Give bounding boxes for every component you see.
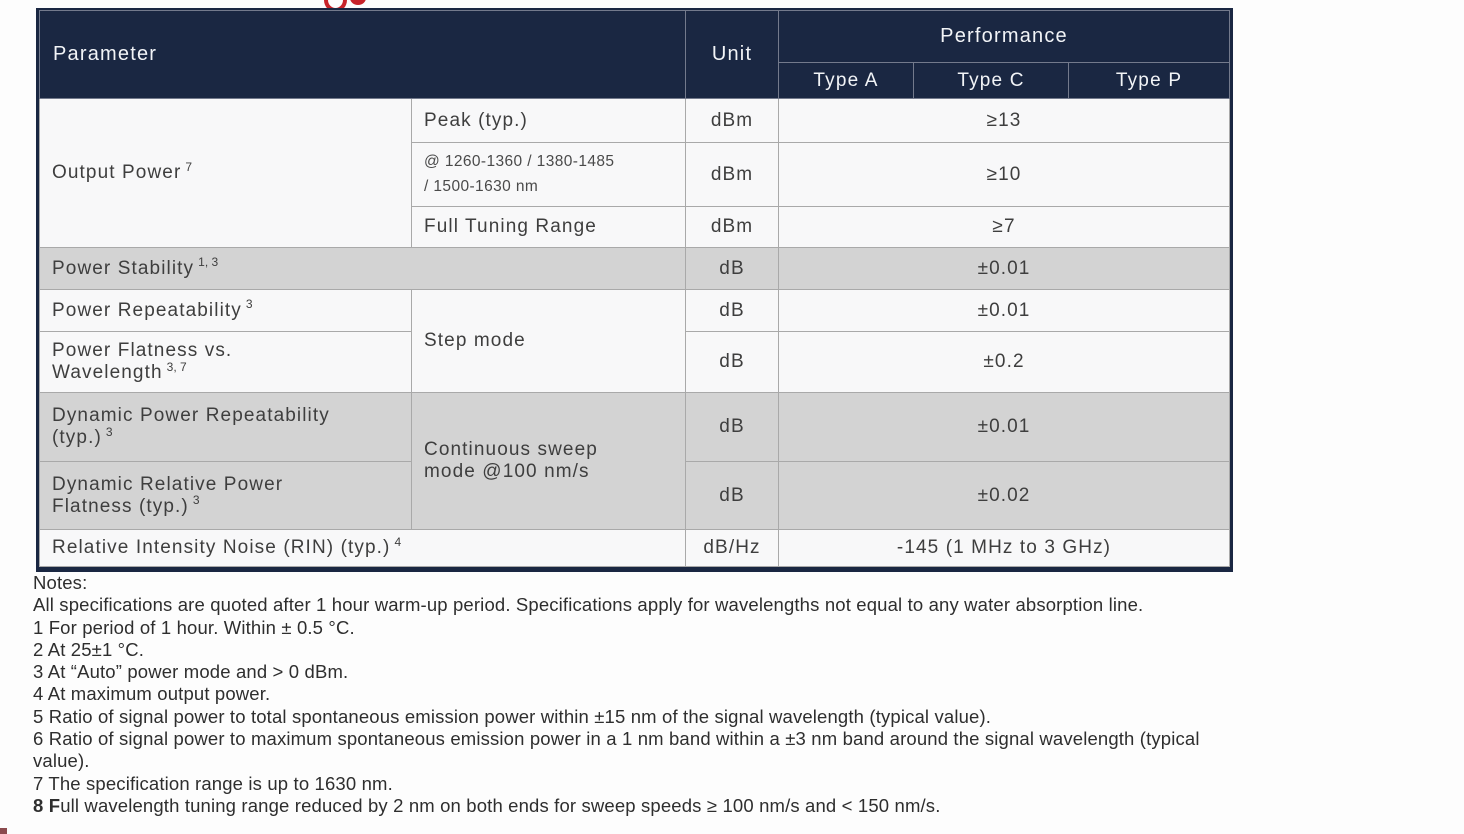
power-flatness-line1: Power Flatness vs. bbox=[52, 340, 233, 361]
dyn-flatness-line2: Flatness (typ.) bbox=[52, 495, 189, 517]
cell-output-power: Output Power 7 bbox=[39, 98, 412, 248]
note-7: 7 The specification range is up to 1630 … bbox=[33, 772, 393, 794]
note-5: 5 Ratio of signal power to total spontan… bbox=[33, 705, 992, 727]
note-8-text: ull wavelength tuning range reduced by 2… bbox=[60, 794, 941, 816]
cell-full-tuning-value: ≥7 bbox=[778, 206, 1231, 248]
rin-footnote-ref: 4 bbox=[394, 534, 402, 549]
power-repeatability-footnote-ref: 3 bbox=[245, 297, 253, 312]
note-1: 1 For period of 1 hour. Within ± 0.5 °C. bbox=[33, 616, 355, 638]
notes-section: Notes: All specifications are quoted aft… bbox=[33, 572, 1463, 817]
cell-peak-typ: Peak (typ.) bbox=[410, 98, 687, 143]
notes-heading: Notes: bbox=[33, 572, 88, 593]
cell-dyn-flatness-unit: dB bbox=[685, 461, 780, 530]
header-row-2: Type A Type C Type P bbox=[40, 62, 1231, 99]
dyn-repeat-footnote-ref: 3 bbox=[105, 424, 113, 439]
cell-peak-value: ≥13 bbox=[778, 98, 1231, 143]
continuous-sweep-line1: Continuous sweep bbox=[424, 439, 598, 460]
cell-peak-unit: dBm bbox=[685, 98, 780, 143]
cell-wavelength-bands: @ 1260-1360 / 1380-1485 / 1500-1630 nm bbox=[410, 142, 687, 207]
header-row-1: Parameter Unit Performance bbox=[38, 10, 1231, 99]
header-type-p: Type P bbox=[1068, 62, 1231, 99]
cell-bands-unit: dBm bbox=[685, 142, 780, 207]
cropped-red-logo-fragment bbox=[322, 0, 374, 8]
power-flatness-line2-wrap: Wavelength 3, 7 bbox=[52, 359, 403, 384]
row-power-repeatability: Power Repeatability 3 Step mode dB ±0.01 bbox=[39, 289, 1231, 393]
cell-power-repeatability-unit: dB bbox=[685, 289, 780, 332]
red-blob-glyph-fragment bbox=[350, 0, 366, 5]
power-flatness-footnote-ref: 3, 7 bbox=[166, 359, 187, 374]
cell-rin: Relative Intensity Noise (RIN) (typ.) 4 bbox=[38, 529, 687, 567]
cell-power-flatness: Power Flatness vs. Wavelength 3, 7 bbox=[39, 331, 412, 393]
cell-power-stability-value: ±0.01 bbox=[778, 247, 1231, 290]
header-type-c: Type C bbox=[913, 62, 1070, 99]
cell-dyn-flatness-value: ±0.02 bbox=[778, 461, 1231, 530]
row-power-flatness: Power Flatness vs. Wavelength 3, 7 dB ±0.2 bbox=[39, 331, 1231, 393]
note-8: 8 Full wavelength tuning range reduced b… bbox=[33, 795, 1463, 817]
output-power-footnote-ref: 7 bbox=[185, 159, 193, 174]
dyn-flatness-footnote-ref: 3 bbox=[192, 493, 200, 508]
row-power-stability: Power Stability 1, 3 dB ±0.01 bbox=[38, 247, 1231, 290]
note-6-continued: value). bbox=[33, 750, 90, 772]
dyn-repeat-line2-wrap: (typ.) 3 bbox=[52, 424, 403, 449]
power-stability-footnote-ref: 1, 3 bbox=[198, 255, 219, 270]
cell-power-stability-unit: dB bbox=[685, 247, 780, 290]
spec-table: Parameter Unit Performance Type A Type C… bbox=[38, 10, 1231, 567]
note-general: All specifications are quoted after 1 ho… bbox=[33, 594, 1144, 616]
red-arc-glyph-fragment bbox=[324, 0, 347, 8]
header-parameter: Parameter bbox=[38, 10, 687, 99]
row-rin: Relative Intensity Noise (RIN) (typ.) 4 d… bbox=[38, 529, 1231, 567]
rin-label: Relative Intensity Noise (RIN) (typ.) bbox=[52, 537, 391, 558]
bands-line1: @ 1260-1360 / 1380-1485 bbox=[424, 153, 615, 171]
note-2: 2 At 25±1 °C. bbox=[33, 638, 145, 660]
dyn-flatness-line1: Dynamic Relative Power bbox=[52, 473, 284, 495]
cell-dyn-repeat-unit: dB bbox=[685, 392, 780, 462]
cell-continuous-sweep: Continuous sweep mode @100 nm/s bbox=[410, 392, 687, 530]
cell-rin-value: -145 (1 MHz to 3 GHz) bbox=[778, 529, 1231, 567]
cell-power-repeatability-value: ±0.01 bbox=[778, 289, 1231, 332]
table-header: Parameter Unit Performance Type A Type C… bbox=[38, 10, 1231, 99]
row-dynamic-power-repeatability: Dynamic Power Repeatability (typ.) 3 Conti… bbox=[39, 392, 1231, 530]
row-output-power-bands: @ 1260-1360 / 1380-1485 / 1500-1630 nm dB… bbox=[40, 142, 1231, 207]
table-body: Output Power 7 Peak (typ.) dBm ≥13 @ 1260… bbox=[38, 98, 1231, 567]
note-8-bold-prefix: 8 F bbox=[33, 794, 61, 816]
header-unit: Unit bbox=[685, 10, 780, 99]
cell-power-repeatability: Power Repeatability 3 bbox=[39, 289, 412, 332]
cell-power-flatness-unit: dB bbox=[685, 331, 780, 393]
power-stability-label: Power Stability bbox=[52, 257, 195, 279]
row-output-power-peak: Output Power 7 Peak (typ.) dBm ≥13 bbox=[39, 98, 1231, 248]
bands-line2: / 1500-1630 nm bbox=[424, 177, 539, 195]
output-power-label: Output Power bbox=[52, 162, 182, 183]
cell-full-tuning-unit: dBm bbox=[685, 206, 780, 248]
power-flatness-line2: Wavelength bbox=[52, 362, 163, 383]
cell-full-tuning: Full Tuning Range bbox=[410, 206, 687, 248]
cell-power-stability: Power Stability 1, 3 bbox=[38, 247, 687, 290]
note-6: 6 Ratio of signal power to maximum spont… bbox=[33, 728, 1200, 750]
cell-dynamic-relative-power-flatness: Dynamic Relative Power Flatness (typ.) 3 bbox=[39, 461, 412, 530]
header-type-a: Type A bbox=[778, 62, 915, 99]
cell-dynamic-power-repeatability: Dynamic Power Repeatability (typ.) 3 bbox=[39, 392, 412, 462]
power-repeatability-label: Power Repeatability bbox=[52, 299, 242, 321]
continuous-sweep-line2: mode @100 nm/s bbox=[424, 461, 590, 482]
cropped-corner-fragment bbox=[0, 828, 7, 834]
note-4: 4 At maximum output power. bbox=[33, 683, 271, 705]
cell-step-mode: Step mode bbox=[410, 289, 687, 393]
row-output-power-full-tuning: Full Tuning Range dBm ≥7 bbox=[40, 206, 1231, 248]
cell-bands-value: ≥10 bbox=[778, 142, 1231, 207]
dyn-flatness-line2-wrap: Flatness (typ.) 3 bbox=[52, 493, 403, 518]
cell-rin-unit: dB/Hz bbox=[685, 529, 780, 567]
cell-dyn-repeat-value: ±0.01 bbox=[778, 392, 1231, 462]
header-performance: Performance bbox=[778, 10, 1231, 63]
note-3: 3 At “Auto” power mode and > 0 dBm. bbox=[33, 661, 349, 683]
row-dynamic-relative-power-flatness: Dynamic Relative Power Flatness (typ.) 3 d… bbox=[39, 461, 1231, 530]
dyn-repeat-line1: Dynamic Power Repeatability bbox=[52, 405, 330, 426]
spec-table-frame: Parameter Unit Performance Type A Type C… bbox=[36, 8, 1234, 572]
dyn-repeat-line2: (typ.) bbox=[52, 427, 102, 448]
cell-power-flatness-value: ±0.2 bbox=[778, 331, 1231, 393]
